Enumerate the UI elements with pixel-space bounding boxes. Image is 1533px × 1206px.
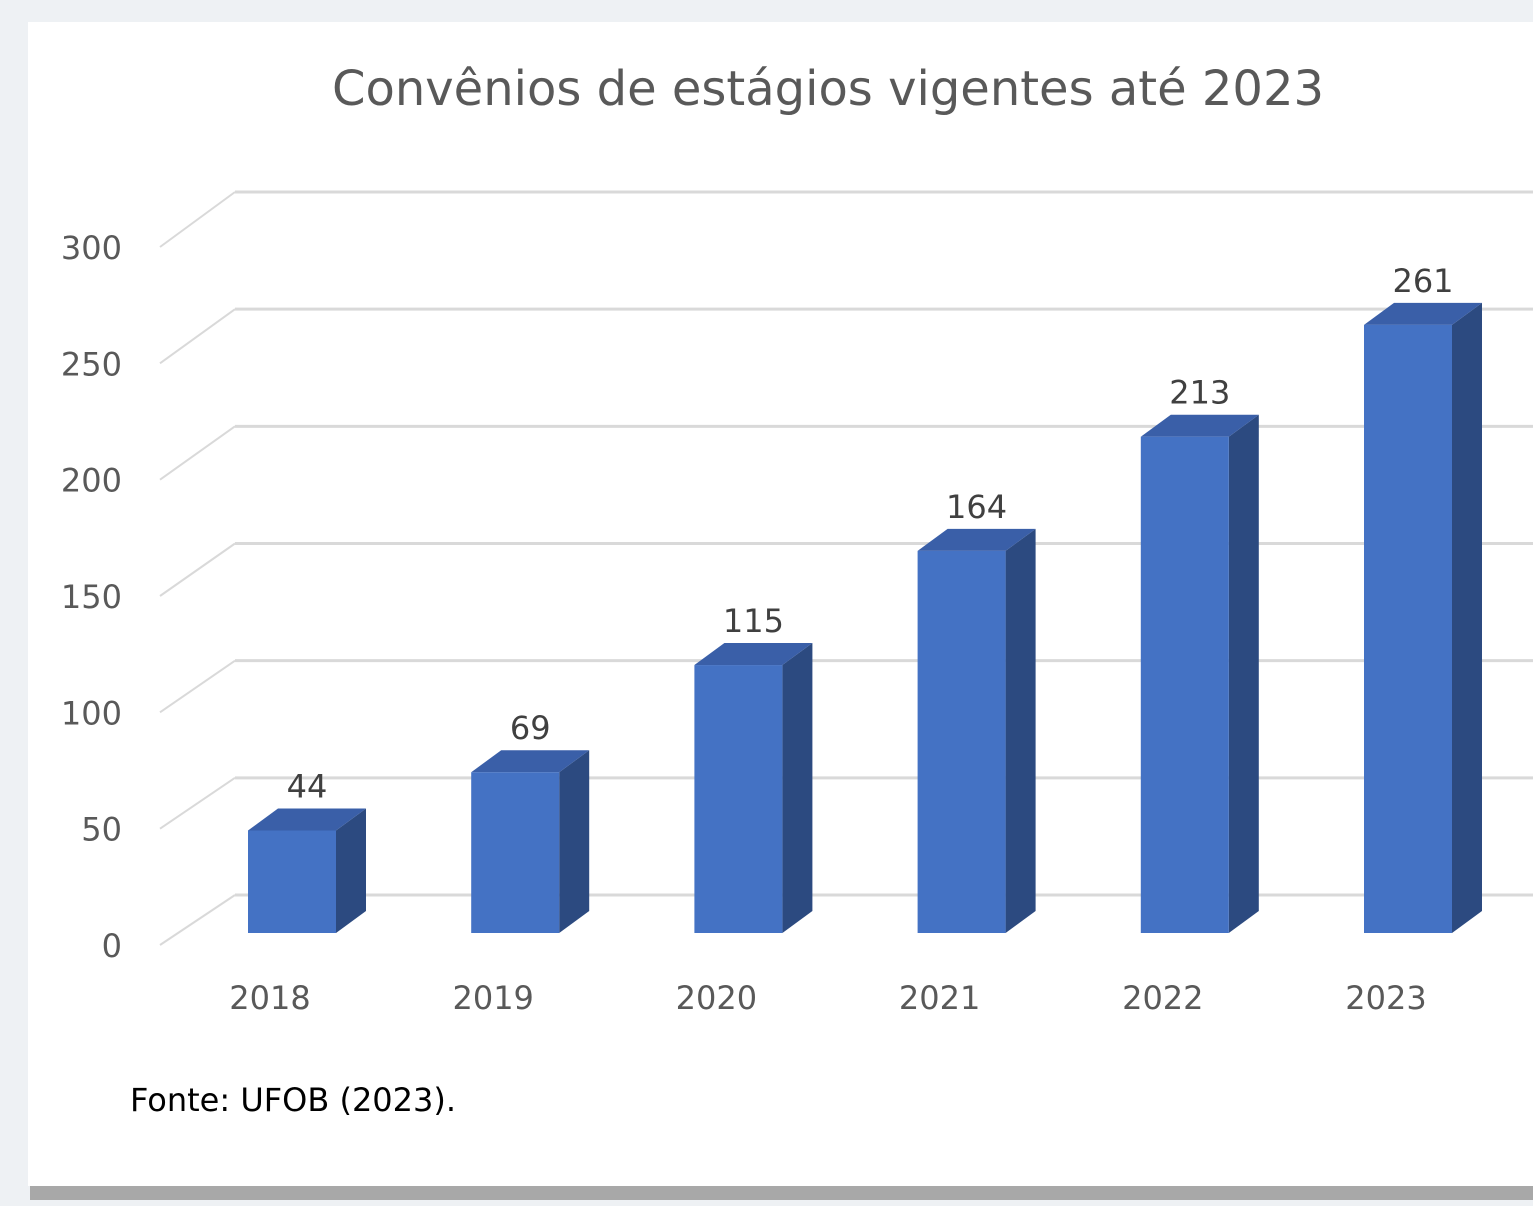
- grid-diagonal: [159, 894, 236, 946]
- value-label: 44: [287, 767, 328, 805]
- bar-side: [1005, 528, 1036, 933]
- grid-diagonal: [159, 308, 236, 365]
- shadow: [30, 1186, 1533, 1200]
- panel: [28, 22, 1533, 1186]
- bar-side: [336, 808, 366, 933]
- bar-side: [559, 750, 590, 933]
- bar: [471, 772, 560, 933]
- x-tick-label: 2023: [1345, 979, 1426, 1017]
- bar-top: [471, 750, 590, 773]
- source-note: Fonte: UFOB (2023).: [130, 1081, 456, 1119]
- y-tick-label: 150: [61, 578, 122, 616]
- bar: [1364, 324, 1452, 933]
- grid-diagonal: [159, 777, 236, 830]
- x-tick-label: 2022: [1122, 979, 1203, 1017]
- bar: [1140, 436, 1229, 933]
- y-tick-label: 300: [61, 229, 122, 267]
- y-tick-label: 100: [61, 694, 122, 732]
- chart-title: Convênios de estágios vigentes até 2023: [332, 61, 1324, 117]
- y-tick-label: 50: [81, 811, 122, 849]
- bar: [694, 665, 783, 933]
- value-label: 69: [510, 709, 551, 747]
- x-tick-label: 2021: [899, 979, 980, 1017]
- grid-diagonal: [159, 191, 236, 248]
- bar-side: [1228, 414, 1259, 934]
- bar: [248, 830, 336, 933]
- bar-top: [1364, 302, 1482, 325]
- y-tick-label: 250: [61, 345, 122, 383]
- value-label: 213: [1169, 374, 1230, 412]
- y-tick-label: 200: [61, 462, 122, 500]
- bar: [917, 550, 1006, 933]
- bar-top: [248, 808, 366, 831]
- grid-diagonal: [159, 542, 236, 597]
- value-label: 261: [1392, 262, 1453, 300]
- x-tick-label: 2019: [452, 979, 533, 1017]
- x-tick-label: 2018: [229, 979, 310, 1017]
- bar-side: [1452, 302, 1482, 933]
- x-tick-label: 2020: [676, 979, 757, 1017]
- grid-diagonal: [159, 425, 236, 481]
- value-label: 164: [946, 488, 1007, 526]
- value-label: 115: [723, 602, 784, 640]
- y-tick-label: 0: [102, 927, 122, 965]
- bar-side: [782, 643, 813, 933]
- bar-top: [694, 643, 813, 666]
- bar-top: [1140, 414, 1259, 437]
- grid-diagonal: [159, 659, 236, 714]
- bar-top: [917, 528, 1036, 551]
